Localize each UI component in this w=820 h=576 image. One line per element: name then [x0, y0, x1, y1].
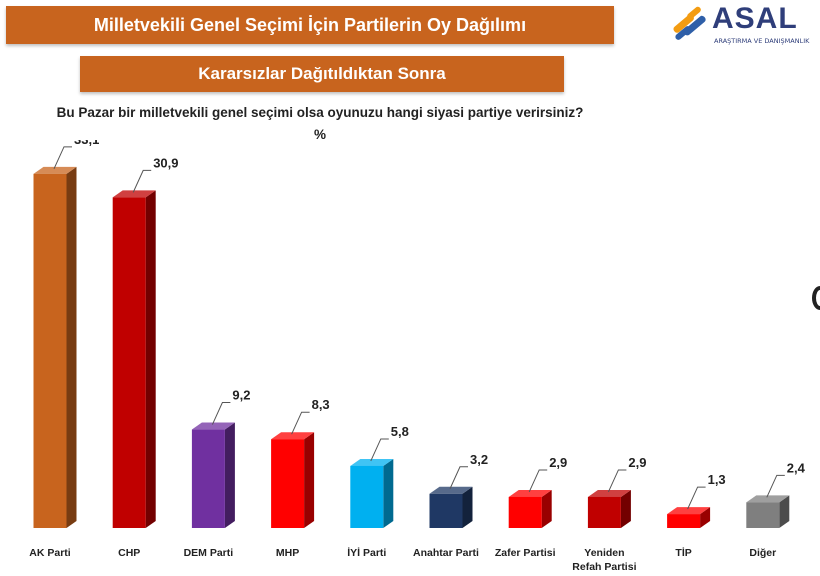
data-label-leader: [528, 469, 548, 493]
bar-top: [667, 507, 711, 515]
data-label-leader: [607, 469, 627, 493]
bar: [508, 496, 542, 528]
bar: [667, 514, 701, 528]
bar: [587, 496, 621, 528]
bar-top: [271, 432, 315, 440]
bar: [33, 173, 67, 528]
bar: [746, 502, 780, 528]
data-label: 1,3: [708, 472, 726, 487]
x-tick-label: MHP: [276, 547, 299, 559]
bar: [112, 197, 146, 528]
bar-top: [191, 422, 235, 430]
data-label: 2,4: [787, 460, 806, 475]
survey-question: Bu Pazar bir milletvekili genel seçimi o…: [56, 105, 584, 120]
bar-side: [620, 489, 631, 528]
data-label-leader: [132, 169, 152, 193]
asal-logo-mark-icon: [673, 6, 706, 40]
bar-side: [304, 432, 315, 528]
data-label: 2,9: [549, 455, 567, 470]
bar-chart: 33,1 AK Parti 30,9 CHP 9,2 DEM Parti 8,3 MHP 5,8…: [29, 140, 806, 573]
asal-logo: ASAL ARAŞTIRMA VE DANIŞMANLIK: [668, 2, 820, 50]
bar-side: [224, 422, 235, 528]
data-label: 3,2: [470, 452, 488, 467]
x-tick-label: CHP: [118, 547, 140, 559]
data-label: 30,9: [153, 155, 178, 170]
x-tick-label: Yeniden Refah Partisi: [572, 547, 636, 573]
bar-top: [33, 166, 77, 174]
x-tick-label: Anahtar Parti: [413, 547, 479, 559]
bar: [271, 439, 305, 528]
data-label-leader: [687, 486, 706, 510]
bar-top: [350, 458, 394, 466]
bar: [191, 429, 225, 528]
data-label: 2,9: [628, 455, 646, 470]
bar-side: [66, 166, 77, 528]
bar: [429, 493, 463, 528]
x-tick-label: Diğer: [749, 547, 776, 559]
logo-wordmark: ASAL: [712, 2, 798, 35]
bar-side: [541, 489, 552, 528]
bar-side: [462, 486, 473, 528]
cropped-edge-glyph: [812, 286, 820, 310]
data-label: 5,8: [391, 424, 409, 439]
bar-side: [383, 458, 394, 528]
data-label-leader: [53, 146, 72, 170]
data-label: 8,3: [312, 397, 330, 412]
logo-tagline: ARAŞTIRMA VE DANIŞMANLIK: [714, 37, 810, 45]
x-tick-label: DEM Parti: [184, 547, 234, 559]
bar: [350, 465, 384, 528]
bar-side: [779, 495, 790, 528]
x-tick-label: TİP: [675, 546, 691, 559]
chart-title-banner: Milletvekili Genel Seçimi İçin Partileri…: [6, 6, 614, 44]
x-tick-label: Zafer Partisi: [495, 547, 556, 559]
unit-label: %: [313, 127, 326, 142]
data-label-leader: [211, 402, 231, 425]
data-label-leader: [291, 411, 310, 435]
x-tick-label: AK Parti: [29, 547, 71, 559]
bar-side: [700, 507, 711, 528]
bar-top: [587, 489, 631, 497]
bar-side: [145, 190, 156, 528]
x-tick-label: İYİ Parti: [347, 546, 386, 559]
bar-top: [112, 190, 156, 198]
data-label: 33,1: [74, 140, 99, 147]
bar-top: [429, 486, 473, 494]
data-label-leader: [449, 466, 468, 489]
bar-top: [746, 495, 790, 503]
data-label-leader: [766, 474, 785, 498]
data-label-leader: [370, 438, 389, 462]
bar-top: [508, 489, 552, 497]
data-label: 9,2: [232, 388, 250, 403]
chart-subtitle-banner: Kararsızlar Dağıtıldıktan Sonra: [80, 56, 564, 92]
